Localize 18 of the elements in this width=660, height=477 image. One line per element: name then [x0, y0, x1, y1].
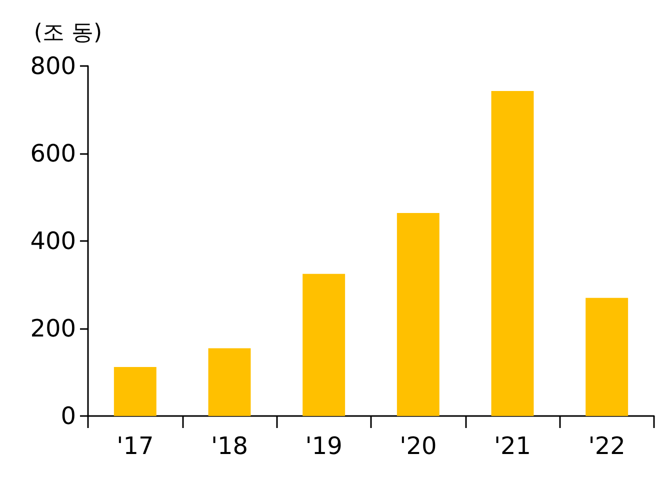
bar — [586, 298, 628, 416]
bar — [114, 367, 156, 416]
x-tick-label: '22 — [588, 432, 626, 460]
y-tick-label: 200 — [30, 314, 76, 342]
y-tick-label: 800 — [30, 52, 76, 80]
x-tick-label: '18 — [210, 432, 248, 460]
x-tick-label: '19 — [305, 432, 342, 460]
x-tick-label: '20 — [400, 432, 437, 460]
y-tick-label: 600 — [30, 140, 76, 168]
bar — [491, 90, 534, 416]
y-tick-label: 0 — [60, 402, 76, 430]
y-axis-title: (조 동) — [34, 20, 102, 46]
bar — [396, 213, 440, 416]
x-tick-label: '17 — [116, 432, 154, 460]
y-tick-label: 400 — [30, 227, 76, 255]
x-tick-label: '21 — [494, 432, 532, 460]
bar — [302, 274, 346, 416]
bar — [208, 348, 251, 416]
